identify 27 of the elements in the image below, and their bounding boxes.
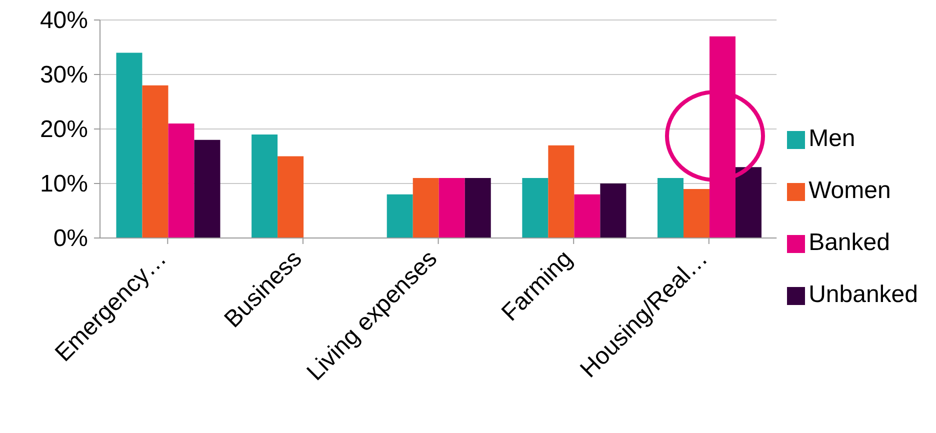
y-tick-label: 10% [40, 170, 88, 198]
bar [574, 194, 600, 238]
bar [386, 194, 413, 238]
bar [600, 184, 626, 238]
bar [278, 156, 304, 238]
legend-label: Unbanked [808, 281, 918, 308]
legend-label: Men [808, 125, 856, 152]
bar [548, 145, 574, 238]
y-tick-label: 20% [40, 116, 88, 143]
bar [438, 178, 465, 238]
y-tick-label: 30% [40, 62, 88, 88]
bar [736, 167, 762, 238]
bar [684, 188, 710, 238]
legend-label: Women [808, 177, 891, 204]
bar [252, 134, 278, 238]
bar [658, 178, 684, 238]
bar [710, 36, 736, 238]
y-tick-label: 0% [53, 225, 88, 252]
bar [116, 52, 142, 238]
bar [168, 124, 194, 238]
bar [194, 140, 220, 238]
legend-label: Banked [808, 229, 890, 256]
y-tick-label: 40% [40, 7, 88, 34]
bar [464, 178, 491, 238]
bar [412, 178, 439, 238]
bar [142, 85, 168, 238]
bar [522, 178, 548, 238]
